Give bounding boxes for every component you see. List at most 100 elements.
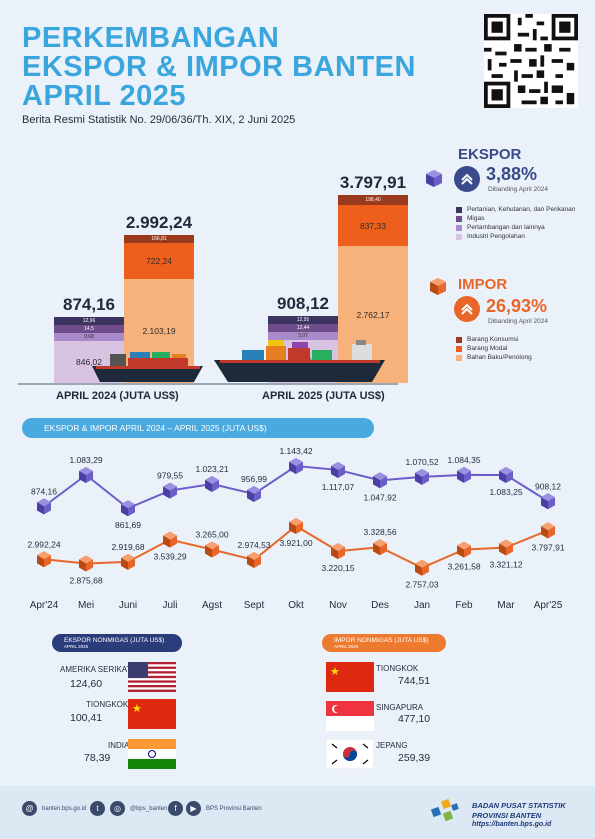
twitter-icon[interactable]: t <box>90 801 105 816</box>
ekspor-cube-side <box>499 471 506 484</box>
ekspor-data-label: 1.070,52 <box>405 457 438 467</box>
ekspor-data-label: 1.047,92 <box>363 492 396 502</box>
ekspor-data-label: 874,16 <box>31 486 57 496</box>
facebook-icon[interactable]: f <box>168 801 183 816</box>
legend-label: Migas <box>467 215 485 222</box>
x-tick-label: Feb <box>455 600 473 611</box>
impor-country-2: SINGAPURA <box>376 703 424 712</box>
impor-pct: 26,93% <box>486 296 548 316</box>
ekspor-point <box>247 485 261 502</box>
footer-social[interactable]: @bps_banten <box>130 806 168 812</box>
globe-icon[interactable]: @ <box>22 801 37 816</box>
legend-item: Bahan Baku/Penolong <box>456 354 532 361</box>
impor-point <box>541 522 555 539</box>
legend-item: Industri Pengolahan <box>456 233 525 240</box>
ekspor-cube-side <box>79 471 86 484</box>
cargo-ship-icon <box>214 340 385 382</box>
legend-label: Barang Konsumsi <box>467 336 519 343</box>
ekspor-segment: 14,5 <box>54 325 124 334</box>
x-tick-label: Agst <box>202 600 222 611</box>
bar-group-label-2024: APRIL 2024 (JUTA US$) <box>56 390 179 402</box>
ekspor-note: Dibanding April 2024 <box>488 186 548 193</box>
x-tick-label: Mar <box>497 600 515 611</box>
ekspor-cube-side <box>289 461 296 474</box>
ekspor-cube-top <box>457 466 471 475</box>
impor-segment: 722,24 <box>124 243 194 279</box>
ekspor-cube-top <box>373 472 387 481</box>
footer-url[interactable]: https://banten.bps.go.id <box>472 821 552 828</box>
ekspor-up-icon <box>454 166 480 192</box>
impor-cube-side <box>163 535 170 548</box>
impor-segment: 837,33 <box>338 204 408 247</box>
impor-note: Dibanding April 2024 <box>488 318 548 325</box>
impor-data-label: 3.539,29 <box>153 552 186 562</box>
footer-org-2: PROVINSI BANTEN <box>472 811 542 820</box>
impor-cube-top <box>541 522 555 531</box>
ekspor-data-label: 1.084,35 <box>447 455 480 465</box>
ekspor-value-3: 78,39 <box>84 752 111 764</box>
ekspor-cube-top <box>541 493 555 502</box>
impor-value-1: 744,51 <box>398 675 431 687</box>
x-tick-label: Apr'25 <box>534 600 563 611</box>
impor-total: 2.992,24 <box>125 212 193 232</box>
legend-label: Pertambangan dan lainnya <box>467 224 545 231</box>
youtube-icon[interactable]: ▶ <box>186 801 201 816</box>
legend-label: Bahan Baku/Penolong <box>467 354 532 361</box>
footer-fb[interactable]: BPS Provinsi Banten <box>206 806 262 812</box>
impor-data-label: 3.321,12 <box>489 559 522 569</box>
ekspor-data-label: 1.143,42 <box>279 446 312 456</box>
svg-text:★: ★ <box>132 703 142 715</box>
ekspor-box-icon <box>426 170 442 187</box>
legend-swatch <box>456 354 462 361</box>
impor-data-label: 3.265,00 <box>195 530 228 540</box>
ekspor-cube-side <box>247 489 254 502</box>
ekspor-cube-side <box>373 476 380 489</box>
impor-cube-side <box>205 545 212 558</box>
x-tick-label: Mei <box>78 600 94 611</box>
ekspor-point <box>499 467 513 484</box>
bar-group-label-2025: APRIL 2025 (JUTA US$) <box>262 390 385 402</box>
instagram-icon[interactable]: ◎ <box>110 801 125 816</box>
legend-label: Pertanian, Kehutanan, dan Perikanan <box>467 206 576 213</box>
ekspor-nonmigas-sub: APRIL 2025 <box>64 644 89 649</box>
baseline-divider <box>18 383 398 385</box>
usa-flag-icon <box>128 662 176 692</box>
legend-swatch <box>456 233 462 240</box>
footer-web[interactable]: banten.bps.go.id <box>42 806 87 812</box>
subtitle: Berita Resmi Statistik No. 29/06/36/Th. … <box>22 114 296 126</box>
impor-data-label: 3.921,00 <box>279 538 312 548</box>
impor-point <box>163 531 177 548</box>
qr-code-icon[interactable] <box>484 14 578 108</box>
impor-point <box>457 541 471 558</box>
south-korea-flag-icon <box>326 739 374 769</box>
ekspor-cube-side <box>415 472 422 485</box>
ekspor-point <box>541 493 555 510</box>
title-line-3: APRIL 2025 <box>22 80 187 112</box>
ekspor-segment: 12,95 <box>268 315 338 324</box>
impor-point <box>205 541 219 558</box>
x-tick-label: Juli <box>162 600 177 611</box>
ekspor-cube-side <box>541 497 548 510</box>
ekspor-nonmigas-title: EKSPOR NONMIGAS (JUTA US$) <box>64 637 165 644</box>
ekspor-data-label: 1.117,07 <box>322 482 355 492</box>
ekspor-data-label: 861,69 <box>115 520 141 530</box>
impor-nonmigas-title: IMPOR NONMIGAS (JUTA US$) <box>334 637 429 644</box>
ekspor-data-label: 956,99 <box>241 474 267 484</box>
ekspor-data-label: 979,55 <box>157 471 183 481</box>
china-flag-icon: ★ <box>326 662 374 692</box>
impor-nonmigas-pill: IMPOR NONMIGAS (JUTA US$) APRIL 2025 <box>322 634 446 652</box>
impor-segment: 198,40 <box>338 195 408 205</box>
ekspor-cube-side <box>163 486 170 499</box>
singapore-flag-icon <box>326 701 374 731</box>
title-line-1: PERKEMBANGAN <box>22 22 280 54</box>
impor-cube-top <box>79 555 93 564</box>
ekspor-segment: 3,07 <box>268 331 338 340</box>
impor-segment: 166,81 <box>124 234 194 244</box>
impor-cube-top <box>373 539 387 548</box>
impor-point <box>247 551 261 568</box>
ekspor-point <box>121 500 135 517</box>
impor-point <box>331 543 345 560</box>
impor-cube-side <box>247 555 254 568</box>
impor-data-label: 3.220,15 <box>321 563 354 573</box>
impor-point <box>499 539 513 556</box>
